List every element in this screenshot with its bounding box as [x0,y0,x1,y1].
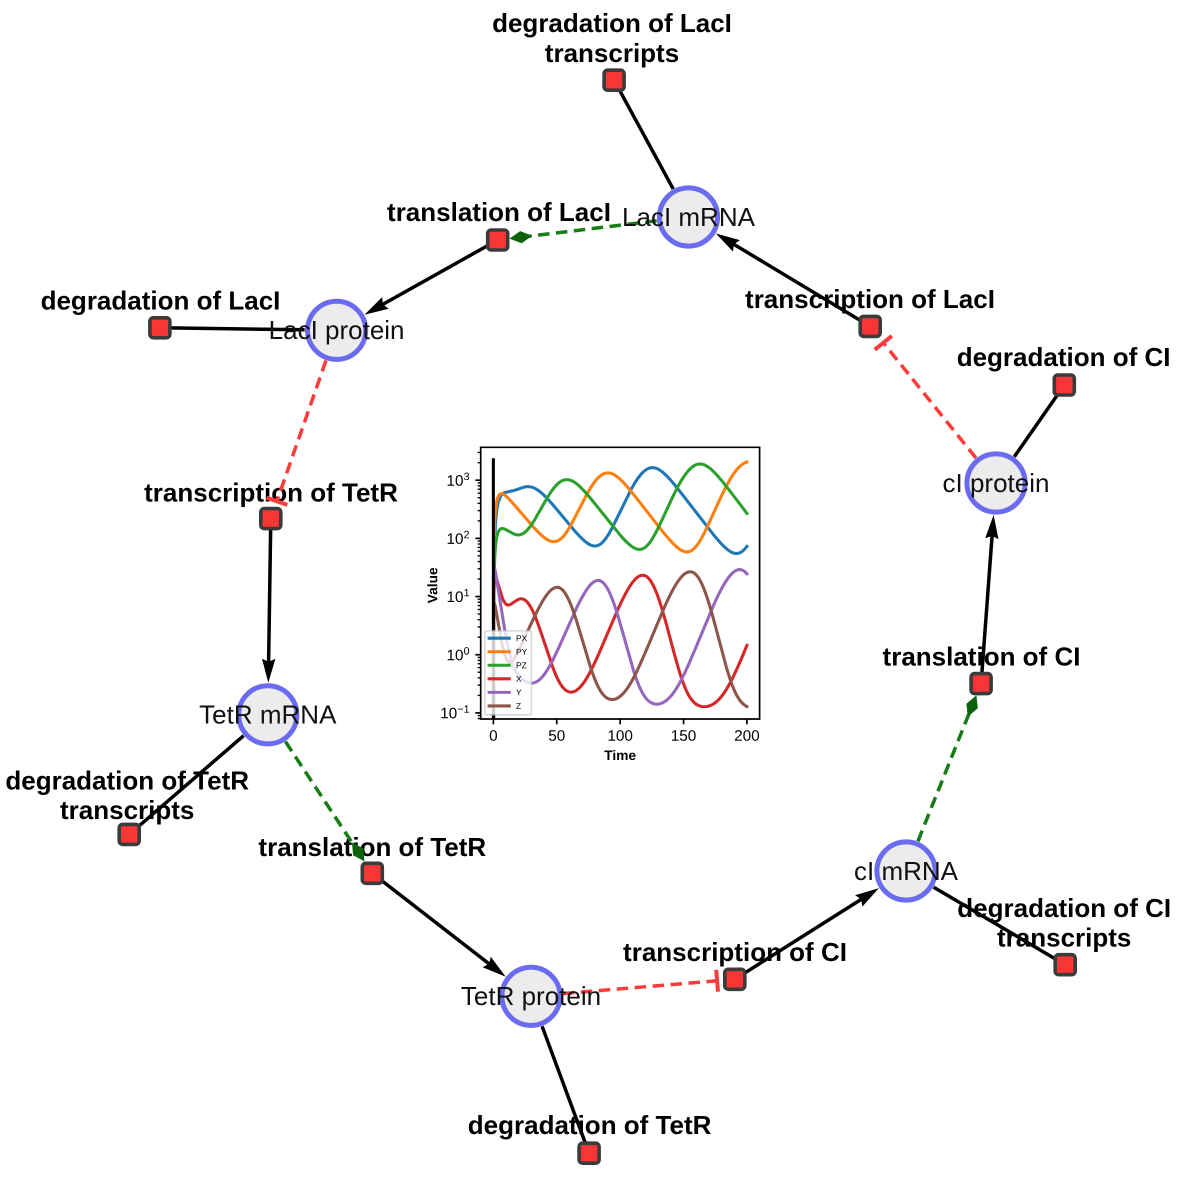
svg-text:degradation of TetR: degradation of TetR [468,1110,712,1140]
svg-text:translation of TetR: translation of TetR [258,832,486,862]
svg-text:transcription of TetR: transcription of TetR [144,477,398,507]
svg-text:degradation of LacI: degradation of LacI [492,8,732,38]
svg-text:cI protein: cI protein [943,468,1050,498]
svg-text:transcription of CI: transcription of CI [623,937,847,967]
svg-text:degradation of TetR: degradation of TetR [5,765,249,795]
svg-text:LacI mRNA: LacI mRNA [622,202,756,232]
svg-text:translation of LacI: translation of LacI [387,197,611,227]
svg-text:transcription of LacI: transcription of LacI [745,284,995,314]
svg-text:degradation of CI: degradation of CI [957,342,1171,372]
svg-text:transcripts: transcripts [60,795,194,825]
svg-text:cI mRNA: cI mRNA [854,856,959,886]
svg-text:TetR mRNA: TetR mRNA [199,700,337,730]
svg-text:degradation of LacI: degradation of LacI [41,286,281,316]
svg-text:LacI protein: LacI protein [269,315,405,345]
svg-text:degradation of CI: degradation of CI [957,893,1171,923]
svg-text:transcripts: transcripts [545,38,679,68]
svg-text:TetR protein: TetR protein [461,981,601,1011]
